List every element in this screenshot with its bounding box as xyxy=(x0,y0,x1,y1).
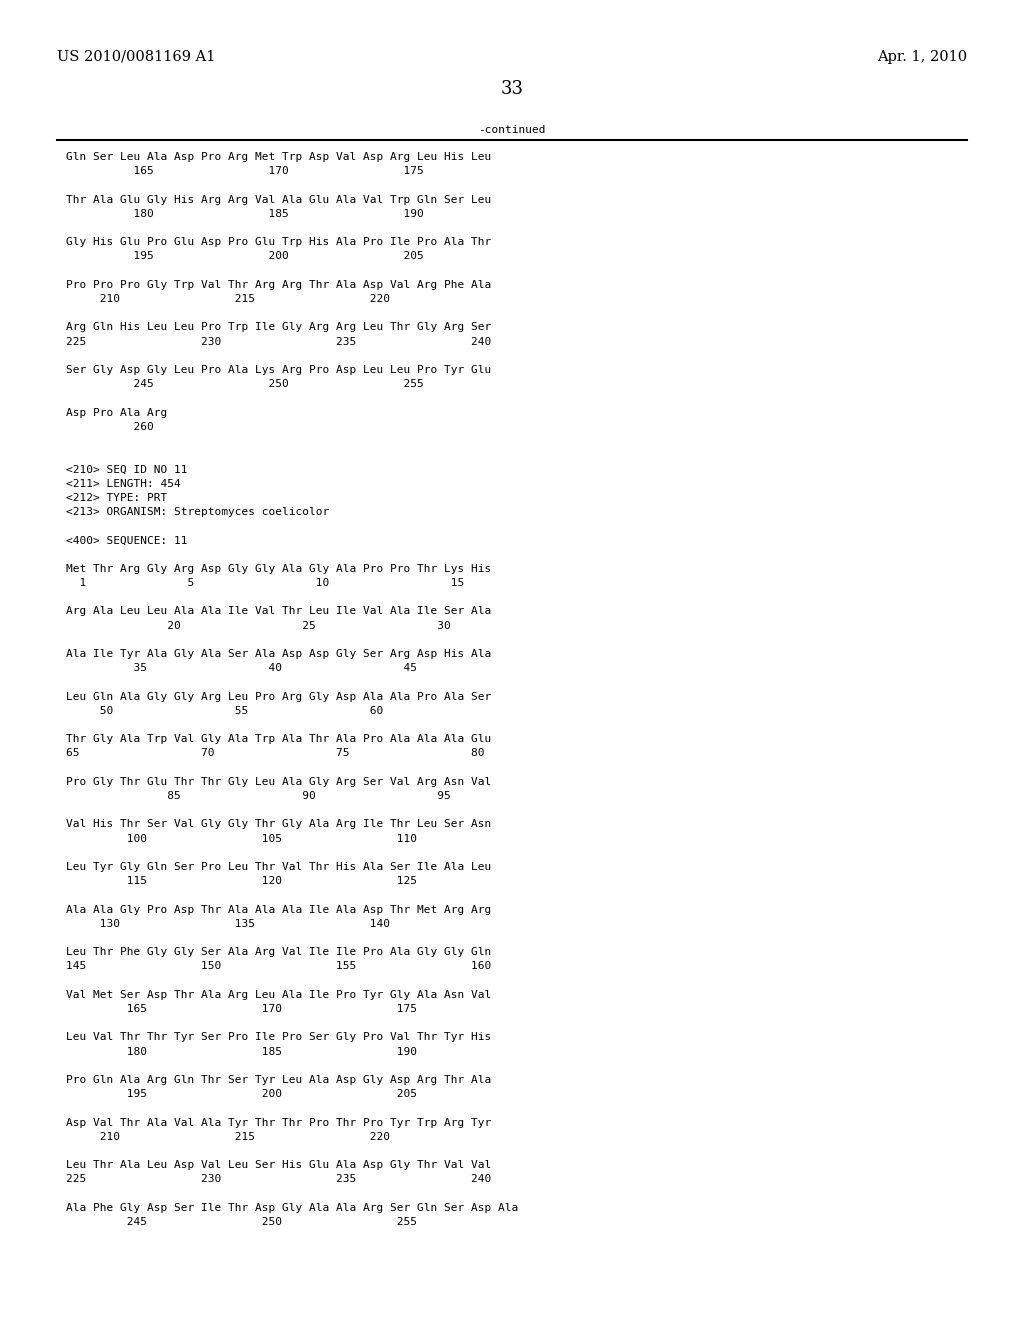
Text: US 2010/0081169 A1: US 2010/0081169 A1 xyxy=(57,50,215,63)
Text: Leu Gln Ala Gly Gly Arg Leu Pro Arg Gly Asp Ala Ala Pro Ala Ser: Leu Gln Ala Gly Gly Arg Leu Pro Arg Gly … xyxy=(66,692,492,702)
Text: Pro Pro Pro Gly Trp Val Thr Arg Arg Thr Ala Asp Val Arg Phe Ala: Pro Pro Pro Gly Trp Val Thr Arg Arg Thr … xyxy=(66,280,492,290)
Text: 130                 135                 140: 130 135 140 xyxy=(66,919,390,929)
Text: 180                 185                 190: 180 185 190 xyxy=(66,209,424,219)
Text: <213> ORGANISM: Streptomyces coelicolor: <213> ORGANISM: Streptomyces coelicolor xyxy=(66,507,330,517)
Text: Pro Gly Thr Glu Thr Thr Gly Leu Ala Gly Arg Ser Val Arg Asn Val: Pro Gly Thr Glu Thr Thr Gly Leu Ala Gly … xyxy=(66,776,492,787)
Text: 225                 230                 235                 240: 225 230 235 240 xyxy=(66,337,492,347)
Text: 210                 215                 220: 210 215 220 xyxy=(66,294,390,304)
Text: 85                  90                  95: 85 90 95 xyxy=(66,791,451,801)
Text: 20                  25                  30: 20 25 30 xyxy=(66,620,451,631)
Text: 195                 200                 205: 195 200 205 xyxy=(66,251,424,261)
Text: Gly His Glu Pro Glu Asp Pro Glu Trp His Ala Pro Ile Pro Ala Thr: Gly His Glu Pro Glu Asp Pro Glu Trp His … xyxy=(66,238,492,247)
Text: Gln Ser Leu Ala Asp Pro Arg Met Trp Asp Val Asp Arg Leu His Leu: Gln Ser Leu Ala Asp Pro Arg Met Trp Asp … xyxy=(66,152,492,162)
Text: 165                 170                 175: 165 170 175 xyxy=(66,1005,417,1014)
Text: 260: 260 xyxy=(66,422,154,432)
Text: 115                 120                 125: 115 120 125 xyxy=(66,876,417,886)
Text: Thr Gly Ala Trp Val Gly Ala Trp Ala Thr Ala Pro Ala Ala Ala Glu: Thr Gly Ala Trp Val Gly Ala Trp Ala Thr … xyxy=(66,734,492,744)
Text: 245                 250                 255: 245 250 255 xyxy=(66,379,424,389)
Text: 165                 170                 175: 165 170 175 xyxy=(66,166,424,176)
Text: Asp Pro Ala Arg: Asp Pro Ala Arg xyxy=(66,408,167,417)
Text: Leu Thr Ala Leu Asp Val Leu Ser His Glu Ala Asp Gly Thr Val Val: Leu Thr Ala Leu Asp Val Leu Ser His Glu … xyxy=(66,1160,492,1171)
Text: Arg Gln His Leu Leu Pro Trp Ile Gly Arg Arg Leu Thr Gly Arg Ser: Arg Gln His Leu Leu Pro Trp Ile Gly Arg … xyxy=(66,322,492,333)
Text: <211> LENGTH: 454: <211> LENGTH: 454 xyxy=(66,479,181,488)
Text: 245                 250                 255: 245 250 255 xyxy=(66,1217,417,1228)
Text: <400> SEQUENCE: 11: <400> SEQUENCE: 11 xyxy=(66,536,187,545)
Text: Pro Gln Ala Arg Gln Thr Ser Tyr Leu Ala Asp Gly Asp Arg Thr Ala: Pro Gln Ala Arg Gln Thr Ser Tyr Leu Ala … xyxy=(66,1074,492,1085)
Text: Leu Val Thr Thr Tyr Ser Pro Ile Pro Ser Gly Pro Val Thr Tyr His: Leu Val Thr Thr Tyr Ser Pro Ile Pro Ser … xyxy=(66,1032,492,1043)
Text: Ser Gly Asp Gly Leu Pro Ala Lys Arg Pro Asp Leu Leu Pro Tyr Glu: Ser Gly Asp Gly Leu Pro Ala Lys Arg Pro … xyxy=(66,366,492,375)
Text: Apr. 1, 2010: Apr. 1, 2010 xyxy=(877,50,967,63)
Text: 35                  40                  45: 35 40 45 xyxy=(66,663,417,673)
Text: 225                 230                 235                 240: 225 230 235 240 xyxy=(66,1175,492,1184)
Text: Thr Ala Glu Gly His Arg Arg Val Ala Glu Ala Val Trp Gln Ser Leu: Thr Ala Glu Gly His Arg Arg Val Ala Glu … xyxy=(66,194,492,205)
Text: Ala Ile Tyr Ala Gly Ala Ser Ala Asp Asp Gly Ser Arg Asp His Ala: Ala Ile Tyr Ala Gly Ala Ser Ala Asp Asp … xyxy=(66,649,492,659)
Text: -continued: -continued xyxy=(478,125,546,135)
Text: Val Met Ser Asp Thr Ala Arg Leu Ala Ile Pro Tyr Gly Ala Asn Val: Val Met Ser Asp Thr Ala Arg Leu Ala Ile … xyxy=(66,990,492,999)
Text: 145                 150                 155                 160: 145 150 155 160 xyxy=(66,961,492,972)
Text: 65                  70                  75                  80: 65 70 75 80 xyxy=(66,748,484,759)
Text: Leu Tyr Gly Gln Ser Pro Leu Thr Val Thr His Ala Ser Ile Ala Leu: Leu Tyr Gly Gln Ser Pro Leu Thr Val Thr … xyxy=(66,862,492,873)
Text: Val His Thr Ser Val Gly Gly Thr Gly Ala Arg Ile Thr Leu Ser Asn: Val His Thr Ser Val Gly Gly Thr Gly Ala … xyxy=(66,820,492,829)
Text: 195                 200                 205: 195 200 205 xyxy=(66,1089,417,1100)
Text: 180                 185                 190: 180 185 190 xyxy=(66,1047,417,1056)
Text: 210                 215                 220: 210 215 220 xyxy=(66,1131,390,1142)
Text: <210> SEQ ID NO 11: <210> SEQ ID NO 11 xyxy=(66,465,187,474)
Text: Asp Val Thr Ala Val Ala Tyr Thr Thr Pro Thr Pro Tyr Trp Arg Tyr: Asp Val Thr Ala Val Ala Tyr Thr Thr Pro … xyxy=(66,1118,492,1127)
Text: Ala Phe Gly Asp Ser Ile Thr Asp Gly Ala Ala Arg Ser Gln Ser Asp Ala: Ala Phe Gly Asp Ser Ile Thr Asp Gly Ala … xyxy=(66,1203,518,1213)
Text: 33: 33 xyxy=(501,81,523,98)
Text: Arg Ala Leu Leu Ala Ala Ile Val Thr Leu Ile Val Ala Ile Ser Ala: Arg Ala Leu Leu Ala Ala Ile Val Thr Leu … xyxy=(66,606,492,616)
Text: Leu Thr Phe Gly Gly Ser Ala Arg Val Ile Ile Pro Ala Gly Gly Gln: Leu Thr Phe Gly Gly Ser Ala Arg Val Ile … xyxy=(66,948,492,957)
Text: Ala Ala Gly Pro Asp Thr Ala Ala Ala Ile Ala Asp Thr Met Arg Arg: Ala Ala Gly Pro Asp Thr Ala Ala Ala Ile … xyxy=(66,904,492,915)
Text: Met Thr Arg Gly Arg Asp Gly Gly Ala Gly Ala Pro Pro Thr Lys His: Met Thr Arg Gly Arg Asp Gly Gly Ala Gly … xyxy=(66,564,492,574)
Text: <212> TYPE: PRT: <212> TYPE: PRT xyxy=(66,492,167,503)
Text: 100                 105                 110: 100 105 110 xyxy=(66,834,417,843)
Text: 50                  55                  60: 50 55 60 xyxy=(66,706,383,715)
Text: 1               5                  10                  15: 1 5 10 15 xyxy=(66,578,464,587)
